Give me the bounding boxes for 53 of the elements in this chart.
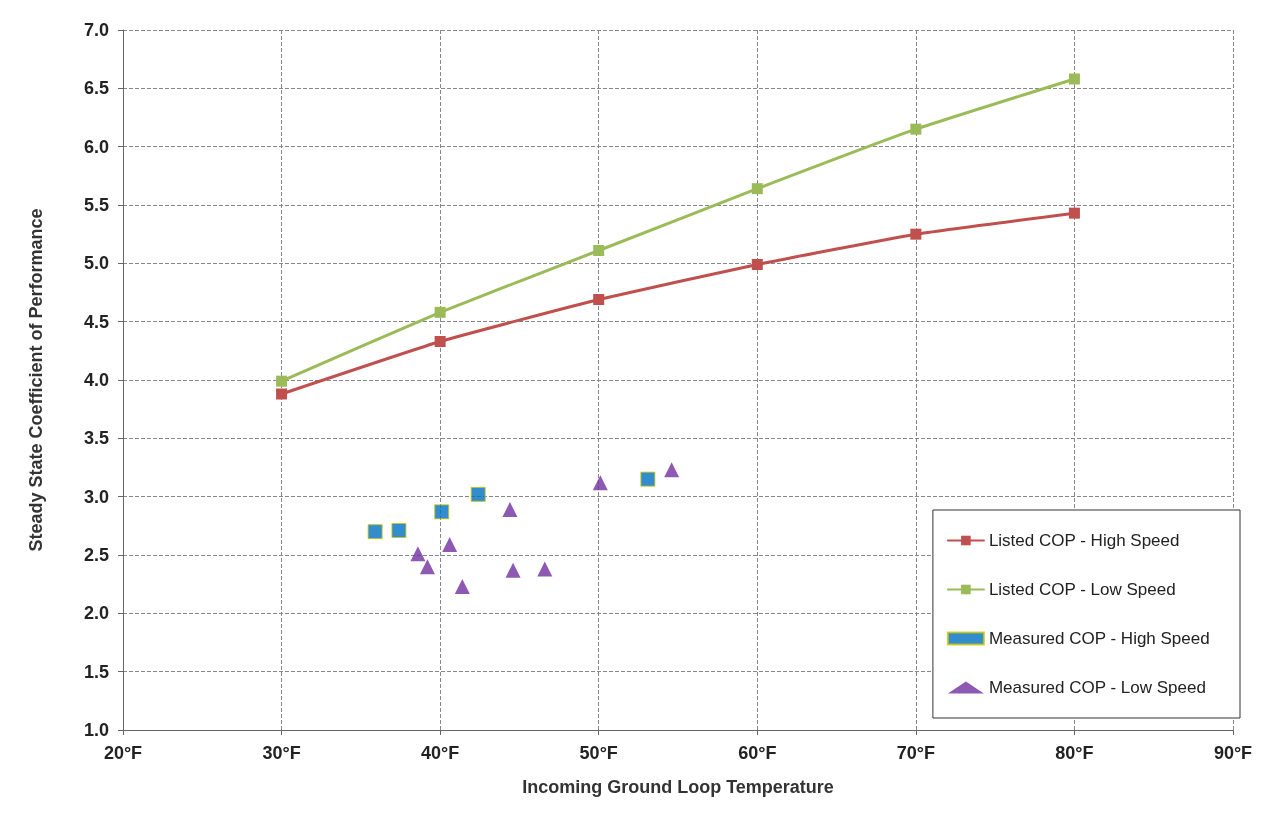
y-tick-label: 6.5 <box>83 78 109 99</box>
point <box>1068 73 1080 85</box>
point <box>442 537 458 552</box>
x-tick-label: 80°F <box>1055 743 1094 763</box>
legend-label: Measured COP - High Speed <box>988 629 1210 648</box>
point <box>592 475 608 491</box>
x-tick-label: 60°F <box>738 743 777 763</box>
y-tick-label: 5.0 <box>83 253 109 274</box>
y-tick-label: 3.5 <box>83 428 109 449</box>
x-tick-label: 70°F <box>896 743 935 763</box>
point <box>410 546 426 562</box>
y-tick-label: 2.5 <box>83 545 109 565</box>
y-tick-label: 6.0 <box>83 136 109 157</box>
point <box>276 388 288 400</box>
point <box>367 524 383 540</box>
y-tick-label: 4.0 <box>83 370 109 390</box>
point <box>751 183 763 195</box>
point <box>910 123 922 135</box>
legend-label: Measured COP - Low Speed <box>988 678 1206 697</box>
point <box>454 579 470 594</box>
y-tick-label: 7.0 <box>83 20 109 40</box>
x-axis-title: Incoming Ground Loop Temperature <box>522 777 834 797</box>
x-tick-label: 40°F <box>421 743 460 763</box>
x-tick-label: 30°F <box>262 743 301 763</box>
legend-label: Listed COP - High Speed <box>988 531 1180 550</box>
point <box>593 294 605 305</box>
x-tick-label: 50°F <box>579 743 618 763</box>
point <box>502 502 518 517</box>
legend-label: Listed COP - Low Speed <box>988 580 1176 599</box>
point <box>505 562 521 578</box>
point <box>910 228 922 240</box>
point <box>470 486 486 502</box>
point <box>751 259 763 270</box>
point <box>391 523 407 538</box>
y-tick-label: 5.5 <box>83 195 109 215</box>
point <box>1068 207 1080 219</box>
x-tick-label: 20°F <box>103 743 143 763</box>
point <box>593 245 605 256</box>
y-tick-label: 2.0 <box>83 603 109 624</box>
x-tick-label: 90°F <box>1213 743 1253 763</box>
point <box>434 306 446 318</box>
y-tick-label: 4.5 <box>83 311 109 332</box>
point <box>434 504 450 520</box>
point <box>434 336 446 347</box>
y-axis-title: Steady State Coefficient of Performance <box>26 208 46 552</box>
y-tick-label: 1.0 <box>83 720 109 740</box>
y-tick-label: 1.5 <box>83 661 109 682</box>
y-tick-label: 3.0 <box>83 486 109 507</box>
point <box>419 559 435 575</box>
point <box>537 561 553 577</box>
point <box>640 471 656 487</box>
point <box>664 462 680 478</box>
point <box>276 375 288 387</box>
